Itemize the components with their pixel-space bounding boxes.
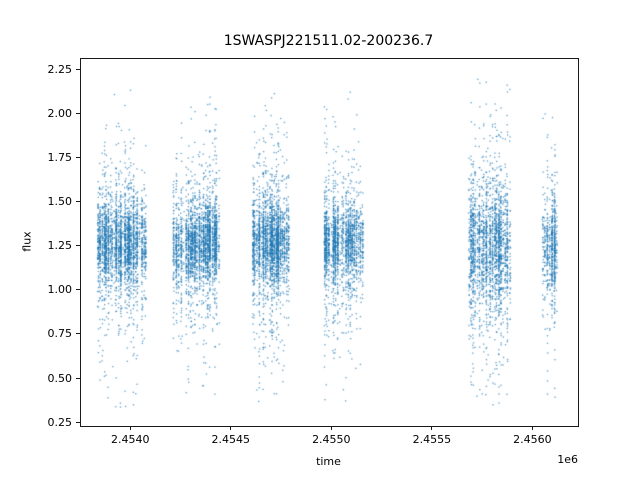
y-tick-label: 1.00 — [47, 283, 73, 297]
y-tick-label: 1.50 — [47, 195, 73, 209]
x-tick-label: 2.4560 — [513, 433, 552, 446]
y-tick-label: 0.75 — [47, 327, 73, 341]
x-axis-offset-label: 1e6 — [557, 453, 578, 466]
y-tick-mark — [76, 289, 80, 291]
x-tick-label: 2.4545 — [211, 433, 251, 446]
y-axis-label: flux — [20, 231, 34, 252]
x-axis-label: time — [316, 455, 341, 468]
y-tick-mark — [76, 377, 80, 379]
y-tick-mark — [76, 157, 80, 159]
y-tick-label: 0.25 — [47, 415, 73, 429]
x-tick-mark — [330, 426, 332, 430]
y-tick-label: 2.00 — [47, 107, 73, 121]
x-tick-mark — [431, 426, 433, 430]
chart-title: 1SWASPJ221511.02-200236.7 — [223, 33, 434, 49]
x-tick-mark — [129, 426, 131, 430]
y-tick-mark — [76, 421, 80, 423]
x-tick-label: 2.4555 — [412, 433, 452, 446]
x-tick-mark — [230, 426, 232, 430]
plot-area — [80, 58, 579, 427]
y-tick-label: 1.75 — [47, 151, 73, 165]
x-tick-mark — [531, 426, 533, 430]
scatter-points-canvas — [81, 59, 578, 426]
y-tick-mark — [76, 201, 80, 203]
y-tick-mark — [76, 333, 80, 335]
y-tick-mark — [76, 113, 80, 115]
y-tick-mark — [76, 245, 80, 247]
y-tick-label: 0.50 — [47, 371, 73, 385]
y-tick-label: 2.25 — [47, 63, 73, 77]
y-tick-mark — [76, 69, 80, 71]
y-tick-label: 1.25 — [47, 239, 73, 253]
x-tick-label: 2.4550 — [312, 433, 351, 446]
x-tick-label: 2.4540 — [111, 433, 150, 446]
